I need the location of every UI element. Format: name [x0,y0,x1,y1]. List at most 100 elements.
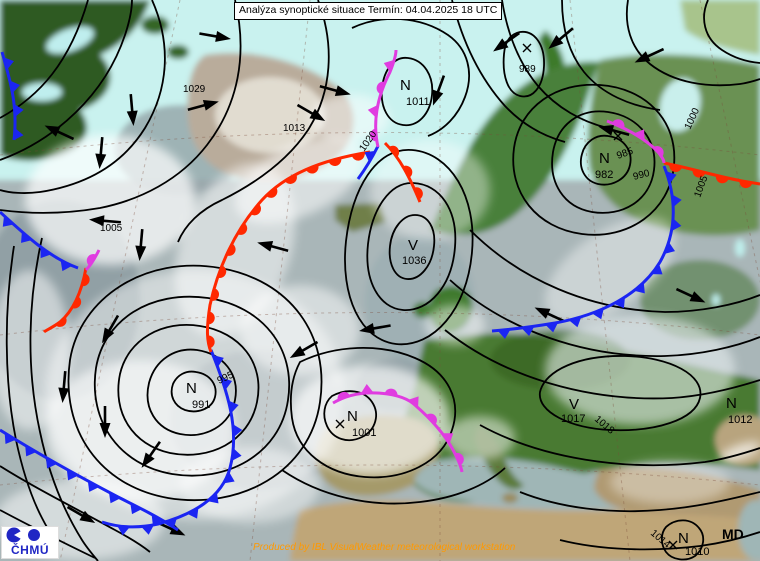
cold-front-symbol [87,480,100,492]
isobar-label: 1005 [100,223,123,234]
warm-front-symbol [226,243,236,256]
cold-front-symbol [141,524,154,535]
isobar-label: 989 [519,64,536,75]
occluded-front-path [84,249,101,272]
occluded-front-symbol [426,413,437,425]
occluded-front-symbol [442,433,454,444]
cold-front-symbol [223,471,235,484]
pressure-value: 1017 [561,413,585,425]
cold-front-symbol [186,507,199,519]
pressure-letter: N [678,530,689,547]
cold-front-symbol [60,260,73,272]
pressure-letter: V [569,396,579,413]
cold-front-symbol [151,514,163,526]
warm-front-symbol [328,157,342,166]
occluded-front-symbol [612,119,625,129]
cold-front-symbol [164,517,177,529]
cold-front-symbol [213,355,224,368]
occluded-front-symbol [454,452,464,466]
isobar-label: 1029 [183,84,206,95]
cold-front-symbol [651,263,663,275]
occluded-front-symbol [633,129,645,141]
pressure-value: 1011 [406,96,430,108]
pressure-centers: N 1011 V 1036 N 991 N 1001 N 982 V 1017 … [186,43,752,558]
cold-front-path [356,145,380,180]
cold-front-symbol [66,469,79,481]
pressure-letter: N [186,380,197,397]
cold-front-symbol [3,57,14,70]
cold-front-symbol [108,492,121,504]
occluded-front-symbol [337,391,350,401]
warm-front-symbol [266,187,278,198]
cold-front-symbol [232,424,243,438]
cold-front-symbol [21,231,32,243]
map-title: Analýza synoptické situace Termín: 04.04… [239,4,498,16]
warm-front-symbol [207,311,215,325]
pressure-value: 1001 [352,427,376,439]
cold-front-symbol [9,80,21,94]
occluded-front-symbol [407,396,419,408]
pressure-value: 982 [595,169,613,181]
cold-front-symbol [671,194,682,208]
warm-front-symbol [669,164,683,172]
occluded-front-symbol [370,128,377,142]
isobar-label: 1013 [283,123,306,134]
cold-front-symbol [591,308,604,320]
chmu-logo-text: ČHMÚ [11,543,49,557]
warm-front-symbol [217,265,227,278]
cold-front-symbol [130,503,142,515]
cold-front-symbol [521,326,535,337]
low-center-cross-marks [335,43,678,550]
warm-front-symbol [306,164,319,174]
warm-front-symbol [715,175,729,184]
pressure-letter: N [347,408,358,425]
occluded-front-symbol [360,383,374,394]
warm-front-symbol [207,335,215,349]
occluded-front-symbol [653,146,664,158]
cold-front-symbol [14,128,24,140]
cold-front-symbol [671,218,682,232]
cold-front-symbol [497,329,511,339]
analyst-initials: MD [722,526,744,542]
warm-front-symbol [692,169,706,178]
occluded-front-symbol [384,388,398,397]
warm-front-symbol [413,187,423,200]
warm-front-symbol [351,152,365,161]
cloud-layer [0,94,760,560]
warm-front-symbol [55,316,67,327]
cold-front-symbol [364,150,376,163]
pressure-letter: N [599,150,610,167]
cold-front-symbol [633,282,645,294]
warm-front-symbol [237,222,248,235]
pressure-value: 1036 [402,255,426,267]
warm-front-symbol [402,165,413,178]
warm-front-path [206,150,371,353]
occluded-front-path [374,49,398,148]
pressure-value: 1012 [728,414,752,426]
isobar-label: 990 [632,168,651,183]
warm-front-symbol [210,288,220,301]
occluded-front-symbol [86,254,97,266]
occluded-front-symbol [383,59,395,73]
warm-front-symbol [739,180,753,189]
credit-text: Produced by IBL VisualWeather meteorolog… [253,542,516,553]
cold-front-symbol [228,400,239,414]
cold-front-symbol [613,297,625,309]
cold-front-symbol [545,322,559,333]
pressure-value: 991 [192,399,210,411]
chmu-logo: ČHMÚ [1,526,59,559]
weather-fronts [0,49,760,536]
warm-front-symbol [284,174,297,184]
pressure-value: 1010 [685,546,709,558]
cold-front-symbol [2,215,14,227]
occluded-front-symbol [367,104,378,118]
warm-front-symbol [81,273,90,287]
warm-front-symbol [71,296,82,309]
cold-front-symbol [45,457,58,469]
occluded-front-symbol [376,81,386,95]
warm-front-symbol [388,145,400,158]
